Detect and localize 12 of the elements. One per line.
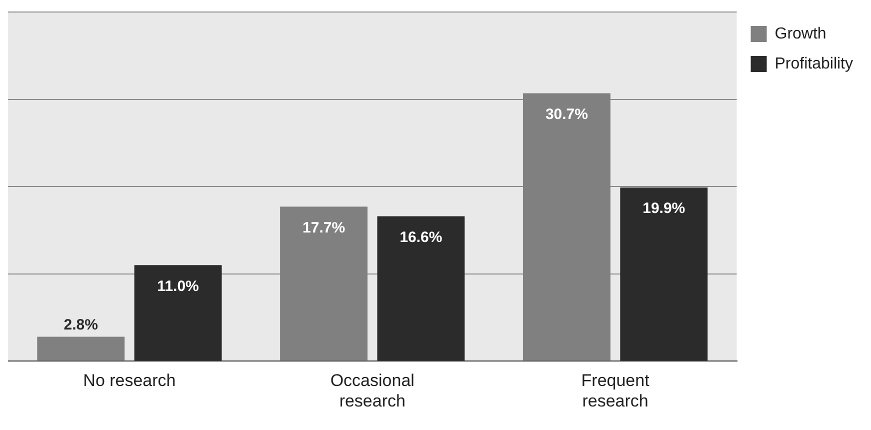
data-label: 17.7% [302,219,346,236]
x-tick-label: Occasional research [330,371,414,410]
x-tick-label: No research [83,371,176,390]
bar [37,336,125,361]
legend-label: Growth [774,25,826,42]
data-label: 2.8% [64,316,98,334]
data-label: 30.7% [545,106,588,123]
data-label: 11.0% [157,278,199,295]
legend-label: Profitability [774,55,853,72]
data-label: 19.9% [642,200,686,218]
x-tick-label: Frequent research [581,371,650,410]
data-label: 16.6% [400,228,442,246]
